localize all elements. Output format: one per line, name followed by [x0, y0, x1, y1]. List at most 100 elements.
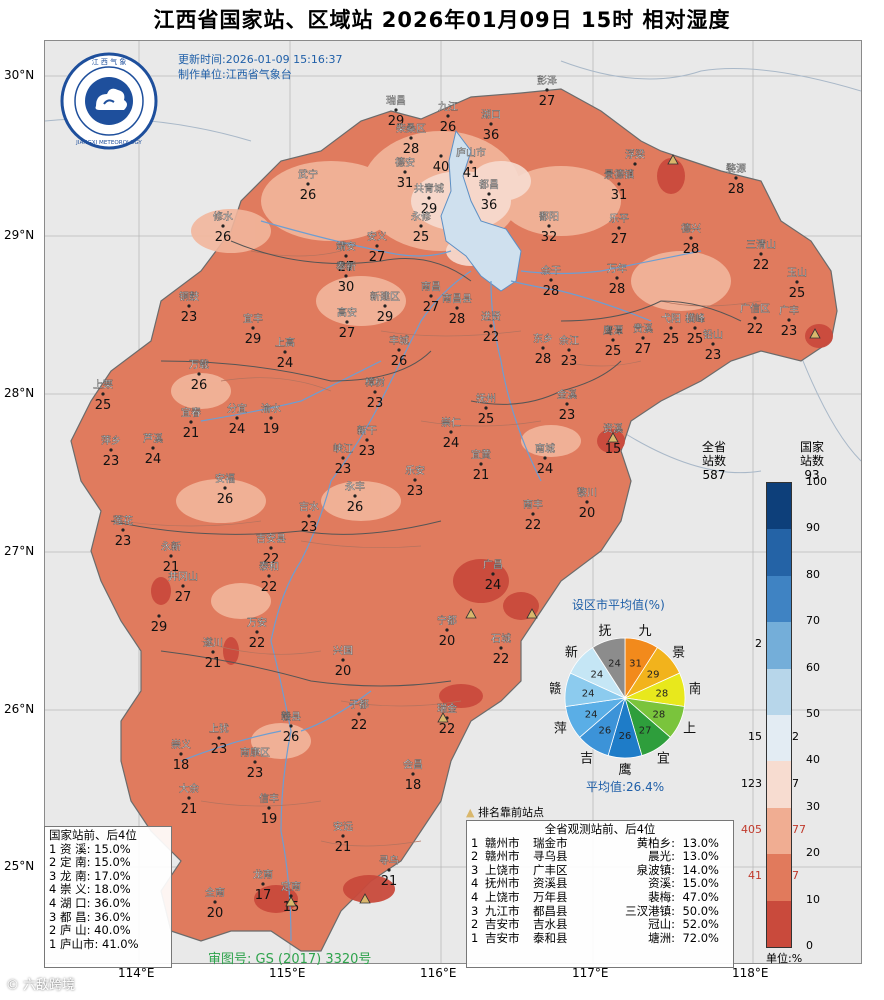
- map-frame: 彭泽 27 瑞昌 29 九江 26 湖口 36 柴桑区 28 40 庐山市 41 德安 31 浮梁 景德镇 31 婺…: [44, 40, 862, 964]
- station-value: 24: [537, 462, 554, 477]
- station-dot: [545, 88, 549, 92]
- station-value: 23: [407, 484, 424, 499]
- pie-name: 赣: [550, 682, 561, 697]
- town: 冠山:: [648, 917, 675, 932]
- map-canvas: 彭泽27瑞昌29九江26湖口36柴桑区2840庐山市41德安31浮梁景德镇31婺…: [45, 41, 861, 963]
- station-value: 26: [391, 354, 408, 369]
- lat-label: 26°N: [4, 702, 35, 716]
- station-name: 信丰: [259, 792, 279, 805]
- national-rank-row: 1 庐山市: 41.0%: [49, 937, 167, 952]
- station-marker: 修水 26: [213, 210, 233, 245]
- pie-name: 九: [638, 624, 651, 639]
- town: 塘洲:: [648, 930, 675, 945]
- station-name: 定南: [281, 880, 301, 893]
- station-marker: 分宜 24: [227, 402, 247, 437]
- map-title: 江西省国家站、区域站 2026年01月09日 15时 相对湿度: [153, 8, 731, 32]
- town: 资溪:: [648, 876, 675, 891]
- pie-name: 吉: [580, 752, 593, 767]
- lat-label: 30°N: [4, 68, 35, 82]
- station-marker: 29: [151, 614, 168, 635]
- station-name: 寻乌: [379, 854, 399, 867]
- colorbar-tick: 80: [806, 567, 820, 581]
- station-name: 横峰: [685, 312, 705, 325]
- rank: 2: [471, 917, 479, 932]
- station-name: 鹰潭: [603, 324, 623, 337]
- station-name: 分宜: [227, 402, 247, 415]
- colorbar-tick: 0: [806, 939, 813, 952]
- station-dot: [307, 514, 311, 518]
- station-marker: 信丰 19: [259, 792, 279, 827]
- station-name: 共青城: [414, 182, 444, 195]
- value: 13.0%: [682, 849, 719, 864]
- station-name: 石城: [491, 633, 511, 645]
- station-value: 24: [145, 452, 162, 467]
- station-value: 24: [485, 578, 502, 593]
- station-name: 南城: [535, 442, 555, 455]
- all-rank-row: 4 抚州市 资溪县 资溪: 15.0%: [471, 877, 729, 891]
- station-marker: 赣县 26: [281, 710, 301, 745]
- colorbar-segment: [767, 668, 791, 715]
- station-name: 都昌: [479, 179, 499, 191]
- station-dot: [411, 772, 415, 776]
- station-dot: [253, 760, 257, 764]
- town: 晨光:: [648, 849, 675, 864]
- station-dot: [269, 416, 273, 420]
- station-dot: [289, 724, 293, 728]
- station-marker: 万载 26: [189, 359, 209, 393]
- station-dot: [261, 882, 265, 886]
- rank: 3: [49, 909, 60, 924]
- station-dot: [397, 348, 401, 352]
- station-dot: [795, 280, 799, 284]
- value: 18.0%: [94, 882, 131, 897]
- pie-value: 31: [629, 658, 642, 669]
- station-name: 浮梁: [625, 148, 645, 161]
- station-marker: 会昌 18: [403, 758, 423, 793]
- station-dot: [151, 446, 155, 450]
- station-marker: 余江 23: [559, 334, 579, 369]
- station-name: 樟树: [365, 376, 385, 389]
- station-name: 德兴: [681, 222, 701, 235]
- pie-value: 24: [582, 689, 595, 700]
- station-dot: [531, 512, 535, 516]
- station-dot: [223, 486, 227, 490]
- station-name: 高安: [337, 306, 357, 319]
- value: 52.0%: [682, 917, 719, 932]
- station-marker: 湖口 36: [481, 109, 501, 143]
- station-marker: 宜春 21: [181, 406, 201, 441]
- station-dot: [641, 336, 645, 340]
- station-dot: [375, 244, 379, 248]
- station-name: 丰城: [389, 334, 409, 347]
- station-dot: [549, 278, 553, 282]
- station-value: 27: [611, 232, 628, 247]
- station-dot: [567, 348, 571, 352]
- station-name: 永新: [161, 540, 181, 553]
- station: 资 溪:: [59, 841, 95, 856]
- station-value: 20: [335, 664, 352, 679]
- station-name: 吉水: [299, 501, 319, 513]
- station-name: 彭泽: [537, 74, 557, 87]
- station-marker: 东乡 28: [533, 332, 553, 367]
- county: 广丰区: [533, 862, 568, 877]
- station-value: 27: [338, 260, 355, 275]
- station-marker: 崇仁 24: [441, 417, 461, 451]
- national-rank-row: 2 定 南: 15.0%: [49, 855, 167, 870]
- station-name: 萍乡: [101, 435, 121, 447]
- station-value: 23: [359, 444, 376, 459]
- station-name: 柴桑区: [396, 122, 426, 135]
- station-name: 安远: [333, 820, 353, 833]
- colorbar-tick: 40: [806, 753, 820, 767]
- station-dot: [633, 162, 637, 166]
- station-value: 29: [151, 620, 168, 635]
- poyang-lake: [440, 129, 522, 292]
- station-value: 25: [687, 332, 704, 347]
- station-value: 20: [579, 506, 596, 521]
- pie-chart: 31 九 29 景 28 南 28 上 27 宜 26 鹰 26 吉 24 萍 24 赣 24 新 24 抚: [550, 624, 700, 778]
- station-marker: 黎川 20: [577, 486, 597, 521]
- county-boundaries: [120, 250, 762, 847]
- station-marker: 靖安 27: [336, 240, 356, 275]
- station-name: 乐平: [609, 213, 629, 225]
- station-name: 三清山: [746, 238, 776, 251]
- station-dot: [251, 326, 255, 330]
- station-value: 29: [377, 310, 394, 325]
- station-marker: 安远 21: [333, 820, 353, 855]
